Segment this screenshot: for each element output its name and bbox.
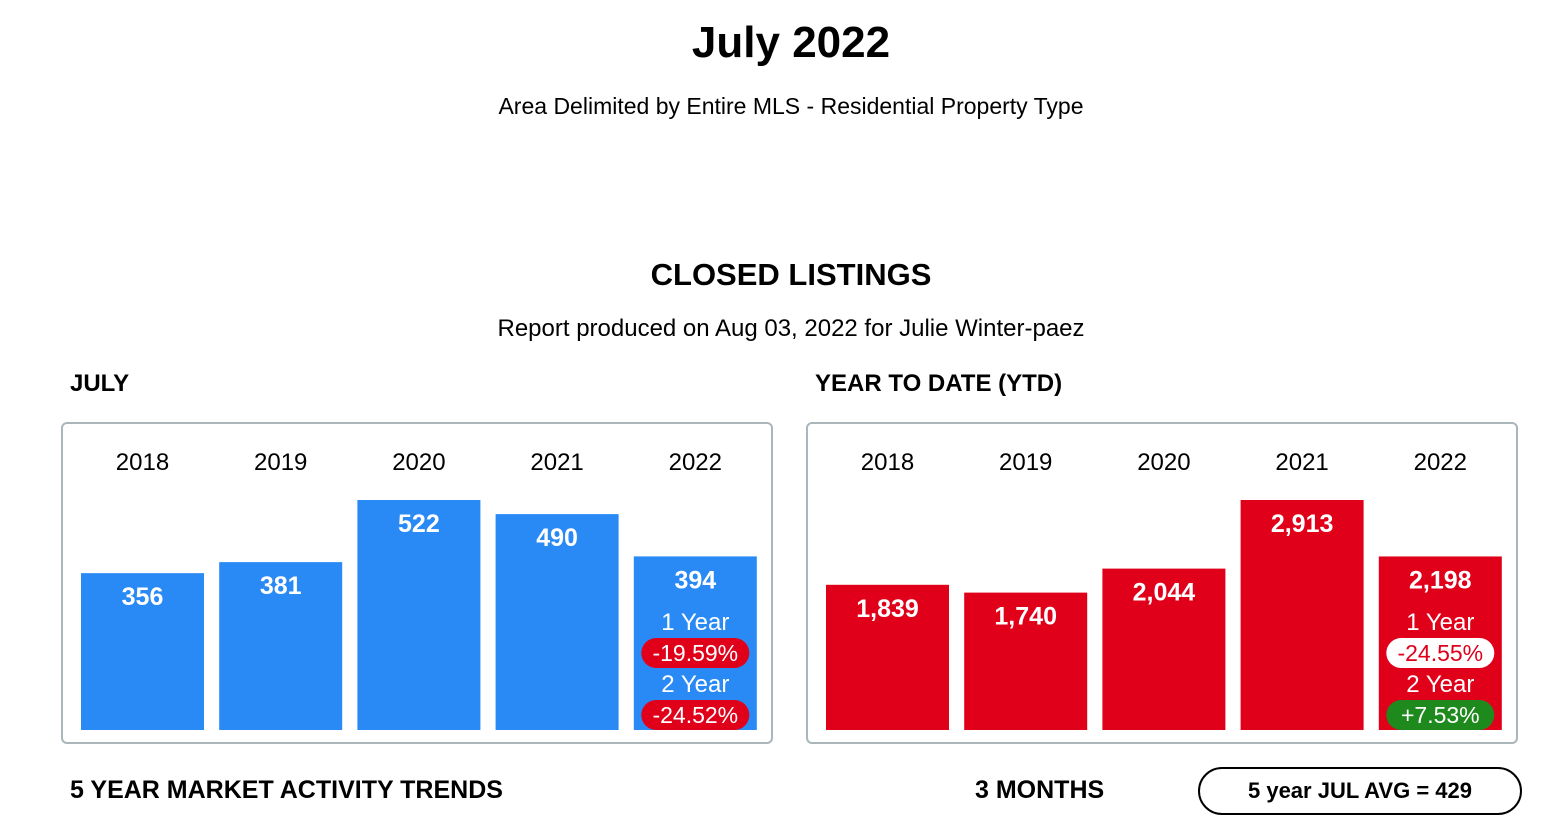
change-value-label: -24.52% — [652, 702, 738, 728]
year-label: 2020 — [392, 449, 445, 476]
year-label: 2018 — [861, 449, 914, 476]
bar — [495, 514, 619, 730]
ytd-chart-title: YEAR TO DATE (YTD) — [815, 370, 1063, 397]
change-period-label: 1 Year — [661, 609, 729, 636]
page-title: July 2022 — [691, 18, 891, 67]
trends-label: 5 YEAR MARKET ACTIVITY TRENDS — [70, 776, 503, 804]
bar — [1102, 568, 1226, 730]
year-label: 2021 — [1275, 449, 1328, 476]
bar — [1240, 500, 1364, 730]
july-chart-title: JULY — [70, 370, 130, 397]
section-title: CLOSED LISTINGS — [650, 257, 932, 292]
july-chart-panel: 2018 356 2019 381 2020 522 2021 490 2022 394 1 Yea… — [61, 422, 773, 744]
year-label: 2022 — [1414, 449, 1467, 476]
bar-value-label: 2,198 — [1409, 566, 1472, 594]
year-label: 2022 — [669, 449, 722, 476]
report-line: Report produced on Aug 03, 2022 for Juli… — [497, 315, 1085, 342]
change-period-label: 2 Year — [661, 671, 729, 698]
bar — [357, 500, 481, 730]
year-label: 2019 — [999, 449, 1052, 476]
change-badge — [1386, 700, 1495, 730]
ytd-chart-panel: 2018 1,839 2019 1,740 2020 2,044 2021 2,913 2022… — [806, 422, 1518, 744]
change-badge — [641, 700, 750, 730]
months-label: 3 MONTHS — [975, 776, 1105, 804]
change-period-label: 2 Year — [1406, 671, 1474, 698]
year-label: 2018 — [116, 449, 169, 476]
bar-value-label: 490 — [536, 524, 578, 552]
year-label: 2021 — [530, 449, 583, 476]
year-label: 2019 — [254, 449, 307, 476]
bar-value-label: 1,839 — [856, 595, 919, 623]
change-value-label: -24.55% — [1397, 640, 1483, 666]
change-badge — [641, 638, 750, 668]
bar-value-label: 1,740 — [994, 603, 1057, 631]
change-value-label: +7.53% — [1401, 702, 1480, 728]
ytd-chart: 2018 1,839 2019 1,740 2020 2,044 2021 2,913 2022… — [826, 449, 1502, 730]
avg-badge: 5 year JUL AVG = 429 — [1198, 767, 1522, 815]
bar — [219, 562, 343, 730]
change-period-label: 1 Year — [1406, 609, 1474, 636]
page-subtitle: Area Delimited by Entire MLS - Residenti… — [498, 93, 1084, 119]
bar-value-label: 2,913 — [1271, 510, 1334, 538]
bar-value-label: 522 — [398, 510, 440, 538]
year-label: 2020 — [1137, 449, 1190, 476]
bar-value-label: 381 — [260, 572, 302, 600]
change-value-label: -19.59% — [652, 640, 738, 666]
bar — [964, 592, 1088, 730]
bar-value-label: 356 — [122, 583, 164, 611]
july-chart: 2018 356 2019 381 2020 522 2021 490 2022 394 1 Yea… — [81, 449, 757, 730]
bar-value-label: 394 — [674, 566, 716, 594]
change-badge — [1386, 638, 1495, 668]
bar — [826, 584, 949, 730]
bar — [81, 573, 204, 730]
bar-value-label: 2,044 — [1133, 579, 1196, 607]
